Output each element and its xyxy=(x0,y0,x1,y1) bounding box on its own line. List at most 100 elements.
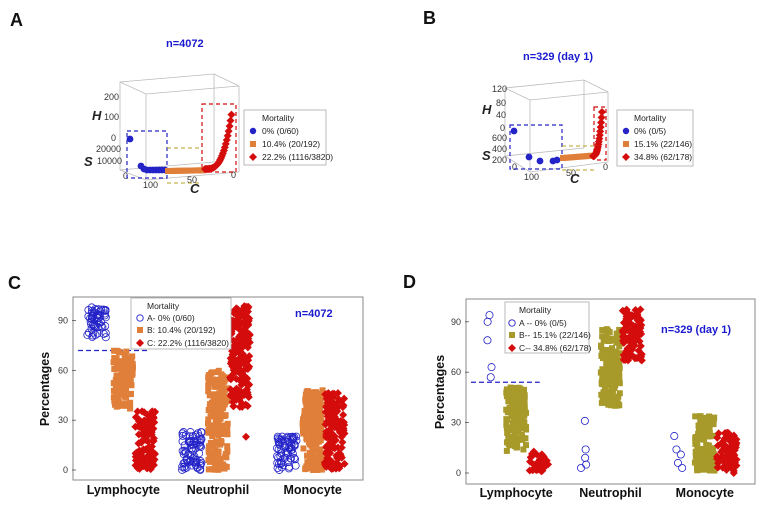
c-point-s0-86 xyxy=(180,441,189,450)
d-point-s1-241 xyxy=(604,337,611,344)
c-point-s1-250 xyxy=(215,403,222,410)
chart-a-s-label: S xyxy=(84,154,93,169)
c-point-s1-79 xyxy=(114,360,121,367)
d-point-s1-234 xyxy=(611,349,618,356)
d-point-s1-90 xyxy=(518,391,525,398)
d-point-s1-352 xyxy=(694,448,701,455)
svg-text:20000: 20000 xyxy=(96,144,121,154)
c-point-s1-382 xyxy=(314,430,321,437)
c-point-s1-302 xyxy=(219,379,226,386)
d-point-s1-245 xyxy=(616,364,623,371)
d-point-s0-5 xyxy=(580,416,589,425)
chart-c-ylabel: Percentages xyxy=(38,352,52,426)
c-point-s1-431 xyxy=(302,396,309,403)
c-point-s1-445 xyxy=(300,427,307,434)
d-point-s2-211 xyxy=(720,429,729,438)
c-point-s1-422 xyxy=(316,416,323,423)
d-point-s2-106 xyxy=(634,331,643,340)
d-point-s1-360 xyxy=(699,421,706,428)
d-point-s2-208 xyxy=(728,465,737,474)
c-point-s2-95 xyxy=(136,457,145,466)
chart-c-yticks: 0 30 60 90 xyxy=(58,316,76,475)
d-point-s1-68 xyxy=(518,404,525,411)
c-point-s1-83 xyxy=(120,362,127,369)
c-point-s2-451 xyxy=(325,426,334,435)
c-point-s2-447 xyxy=(332,451,341,460)
d-ytick-label-3: 90 xyxy=(451,317,461,327)
c-point-s1-266 xyxy=(209,376,216,383)
d-point-s1-57 xyxy=(512,384,519,391)
svg-text:120: 120 xyxy=(492,84,507,94)
svg-text:400: 400 xyxy=(492,144,507,154)
chart-b-point-blue-0 xyxy=(510,127,518,135)
chart-b-s-label: S xyxy=(482,148,491,163)
d-point-s1-256 xyxy=(607,367,614,374)
c-point-s1-292 xyxy=(210,402,217,409)
d-point-s2-132 xyxy=(636,305,645,314)
c-point-s1-85 xyxy=(111,365,118,372)
d-point-s1-93 xyxy=(521,407,528,414)
d-point-s2-123 xyxy=(620,334,629,343)
d-point-s2-210 xyxy=(721,443,730,452)
c-point-s1-299 xyxy=(215,394,222,401)
chart-c-categories: Lymphocyte Neutrophil Monocyte xyxy=(87,483,342,497)
c-point-s0-195 xyxy=(277,449,286,458)
c-point-s0-113 xyxy=(193,440,202,449)
c-point-s2-309 xyxy=(227,354,236,363)
c-point-s1-55 xyxy=(123,386,130,393)
d-point-s1-374 xyxy=(703,466,710,473)
d-point-s2-91 xyxy=(618,326,627,335)
c-point-s1-289 xyxy=(217,383,224,390)
svg-text:200: 200 xyxy=(104,92,119,102)
c-point-s0-157 xyxy=(291,455,300,464)
c-point-s2-286 xyxy=(244,334,253,343)
c-point-s0-124 xyxy=(184,450,193,459)
c-point-s1-165 xyxy=(224,431,231,438)
d-point-s1-326 xyxy=(695,422,702,429)
d-point-s1-272 xyxy=(692,413,699,420)
chart-d-legend: Mortality A -- 0% (0/5) B-- 15.1% (22/14… xyxy=(504,301,591,354)
c-point-s1-426 xyxy=(310,421,317,428)
c-point-s1-278 xyxy=(212,383,219,390)
d-point-s1-92 xyxy=(509,391,516,398)
c-point-s1-425 xyxy=(303,436,310,443)
d-category-label-2: Monocyte xyxy=(676,486,734,500)
c-point-s0-76 xyxy=(185,432,194,441)
c-point-s1-108 xyxy=(123,348,130,355)
c-point-s1-436 xyxy=(312,415,319,422)
c-point-s2-347 xyxy=(338,438,347,447)
c-point-s2-99 xyxy=(140,417,149,426)
c-point-s1-283 xyxy=(217,460,224,467)
chart-a-point-red-28 xyxy=(227,110,236,119)
c-point-s1-97 xyxy=(121,402,128,409)
c-point-s0-20 xyxy=(100,311,109,320)
c-point-s1-274 xyxy=(215,440,222,447)
d-point-s1-187 xyxy=(617,340,624,347)
c-point-s0-102 xyxy=(178,429,187,438)
c-point-s1-287 xyxy=(205,372,212,379)
d-point-s1-228 xyxy=(616,326,623,333)
c-point-s2-89 xyxy=(134,422,143,431)
d-point-s1-242 xyxy=(604,388,611,395)
c-point-s1-419 xyxy=(303,402,310,409)
c-point-s2-265 xyxy=(236,307,245,316)
d-point-s2-121 xyxy=(637,356,646,365)
chart-c-n-label: n=4072 xyxy=(295,308,333,320)
c-point-s1-284 xyxy=(207,379,214,386)
c-point-s2-453 xyxy=(329,390,338,399)
c-point-s2-68 xyxy=(147,442,156,451)
d-point-s1-368 xyxy=(705,442,712,449)
d-point-s1-262 xyxy=(599,366,606,373)
chart-a-point-red-25 xyxy=(224,127,233,136)
chart-b-n-label: n=329 (day 1) xyxy=(523,51,593,63)
c-point-s1-246 xyxy=(217,411,224,418)
c-point-s1-430 xyxy=(311,411,318,418)
c-point-s2-287 xyxy=(226,385,235,394)
c-point-s1-100 xyxy=(118,369,125,376)
d-point-s0-7 xyxy=(581,453,590,462)
c-point-s1-194 xyxy=(224,448,231,455)
c-point-s1-440 xyxy=(316,391,323,398)
c-point-s1-95 xyxy=(115,394,122,401)
d-point-s1-371 xyxy=(701,427,708,434)
